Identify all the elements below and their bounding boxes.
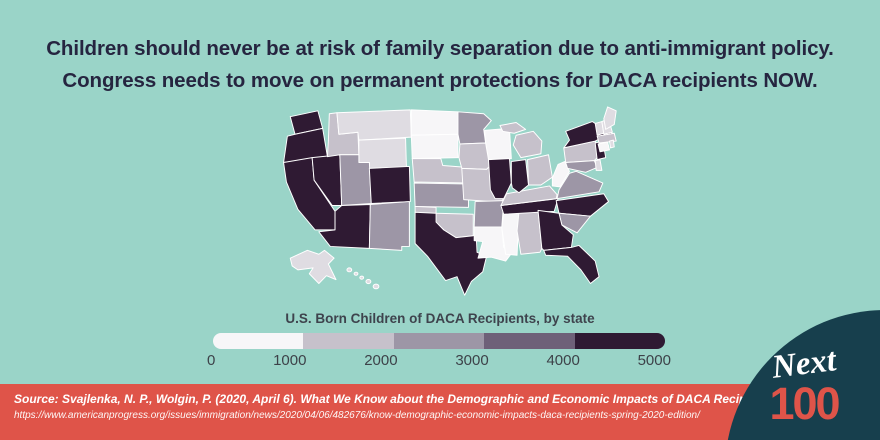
legend-tick-labels: 0 1000 2000 3000 4000 5000 bbox=[207, 352, 671, 369]
legend-color-segment bbox=[303, 333, 394, 349]
state-NE bbox=[411, 158, 468, 184]
state-NC bbox=[555, 193, 610, 217]
next100-logo-number: 100 bbox=[769, 378, 840, 429]
state-HI-island bbox=[359, 275, 365, 280]
state-MD bbox=[565, 160, 598, 173]
state-HI-island bbox=[353, 271, 359, 276]
state-KY bbox=[500, 185, 558, 206]
us-choropleth-map bbox=[283, 106, 617, 296]
state-WV bbox=[551, 161, 570, 188]
state-HI-island bbox=[365, 279, 372, 285]
state-CT bbox=[597, 141, 610, 153]
state-AZ bbox=[318, 204, 371, 249]
state-AK bbox=[289, 249, 337, 284]
legend-tick-2000: 2000 bbox=[364, 352, 398, 369]
state-DE bbox=[594, 159, 603, 171]
state-IA bbox=[458, 142, 491, 170]
source-citation: Source: Svajlenka, N. P., Wolgin, P. (20… bbox=[14, 392, 778, 406]
headline: Children should never be at risk of fami… bbox=[0, 33, 880, 97]
state-NM bbox=[368, 201, 410, 251]
state-IL bbox=[488, 158, 512, 200]
legend-color-segment bbox=[213, 333, 304, 349]
legend-tick-0: 0 bbox=[207, 352, 216, 369]
state-ME bbox=[603, 106, 617, 130]
state-WI bbox=[484, 127, 512, 161]
state-MS bbox=[501, 211, 520, 256]
state-OH bbox=[527, 154, 553, 186]
state-KS bbox=[413, 182, 469, 208]
legend-color-segment bbox=[574, 333, 665, 349]
legend-tick-3000: 3000 bbox=[455, 352, 489, 369]
state-ND bbox=[410, 109, 459, 136]
state-HI-island bbox=[372, 283, 380, 290]
legend-color-segment bbox=[484, 333, 575, 349]
state-VA bbox=[556, 170, 604, 200]
state-MI-lower bbox=[512, 130, 543, 159]
state-OR bbox=[283, 127, 328, 164]
headline-line-1: Children should never be at risk of fami… bbox=[46, 37, 834, 60]
legend-tick-5000: 5000 bbox=[637, 352, 671, 369]
state-GA bbox=[537, 209, 574, 251]
legend-color-segment bbox=[393, 333, 485, 349]
source-url: https://www.americanprogress.org/issues/… bbox=[14, 410, 700, 421]
state-UT bbox=[339, 154, 372, 206]
state-IN bbox=[510, 159, 529, 194]
state-AR bbox=[473, 200, 505, 228]
legend-title: U.S. Born Children of DACA Recipients, b… bbox=[285, 311, 595, 326]
legend-gradient-bar bbox=[213, 333, 665, 349]
headline-line-2: Congress needs to move on permanent prot… bbox=[62, 69, 818, 92]
state-HI-island bbox=[346, 267, 353, 273]
map-legend: U.S. Born Children of DACA Recipients, b… bbox=[160, 311, 720, 369]
source-bar: Source: Svajlenka, N. P., Wolgin, P. (20… bbox=[0, 384, 880, 440]
state-MI-upper bbox=[499, 122, 527, 134]
state-AL bbox=[516, 209, 543, 255]
legend-tick-1000: 1000 bbox=[273, 352, 307, 369]
state-CO bbox=[368, 165, 411, 204]
legend-tick-4000: 4000 bbox=[546, 352, 580, 369]
state-shapes bbox=[283, 106, 617, 296]
state-SD bbox=[410, 133, 459, 160]
state-RI bbox=[609, 139, 615, 149]
state-FL bbox=[543, 244, 600, 284]
